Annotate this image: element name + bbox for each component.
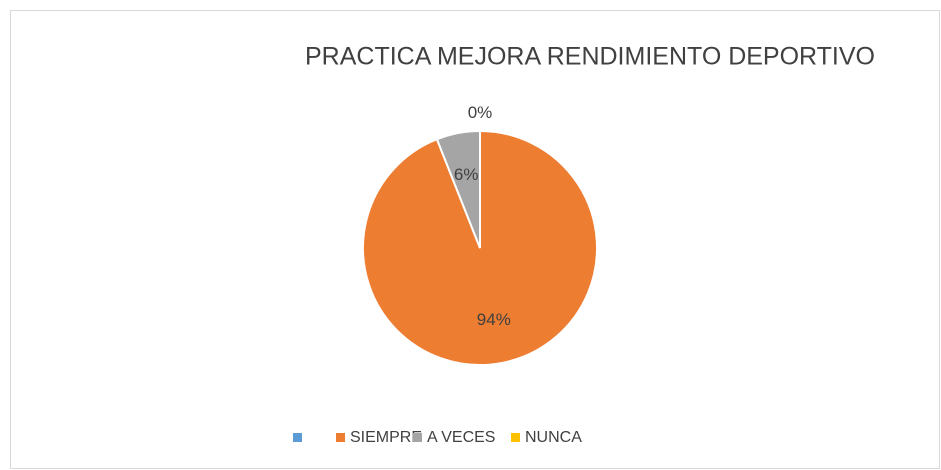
legend-swatch [413, 433, 422, 442]
legend-label: SIEMPRE [350, 429, 422, 446]
data-label: 94% [477, 310, 511, 329]
data-label: 6% [454, 165, 479, 184]
data-label: 0% [468, 103, 493, 122]
pie-slice [435, 129, 481, 249]
legend-label: NUNCA [525, 429, 582, 446]
legend-swatch [293, 433, 302, 442]
chart-title: PRACTICA MEJORA RENDIMIENTO DEPORTIVO [305, 43, 875, 71]
legend-swatch [511, 433, 520, 442]
legend-swatch [336, 433, 345, 442]
legend-label: A VECES [427, 429, 495, 446]
